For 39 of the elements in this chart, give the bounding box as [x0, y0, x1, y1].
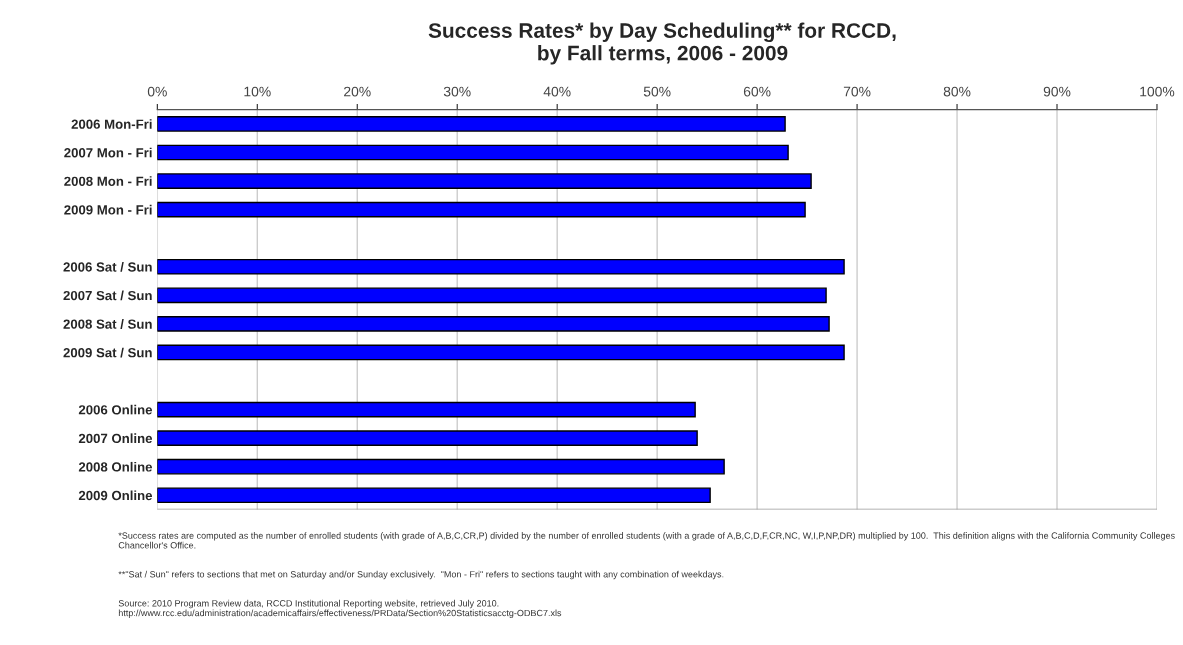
bar: [157, 487, 711, 504]
bar: [157, 316, 830, 332]
y-tick-label: 2006 Sat / Sun: [63, 261, 152, 272]
y-tick-label: 2007 Online: [78, 433, 153, 444]
y-tick-label: 2007 Sat / Sun: [63, 290, 152, 301]
bar: [157, 401, 696, 418]
x-tick-label: 20%: [344, 86, 371, 97]
y-tick-label: 2006 Mon-Fri: [71, 119, 152, 129]
bar: [157, 287, 827, 304]
x-tick-label: 80%: [943, 86, 971, 97]
y-tick-label: 2006 Online: [78, 404, 153, 415]
x-tick-label: 70%: [843, 86, 871, 97]
x-tick-label: 50%: [643, 86, 671, 97]
source-note: Source: 2010 Program Review data, RCCD Institutional Reporting website, retrieved July 2010. http://www.rcc.edu/administration/academicaffairs/effectiveness/PRData/Section%20Statisticsacctg-ODBC7.xls: [118, 599, 562, 618]
bar: [157, 116, 786, 132]
x-tick-label: 40%: [543, 86, 571, 97]
bar: [157, 201, 806, 218]
text: **"Sat / Sun" refers to sections that met on Saturday and/or Sunday exclusively. "Mon - Fri" refers to sections taught with any combination of weekdays.: [118, 570, 724, 580]
bar: [157, 458, 725, 475]
chart-title: Success Rates* by Day Scheduling** for RCCD, by Fall terms, 2006 - 2009: [428, 22, 896, 65]
x-tick-label: 90%: [1043, 86, 1071, 97]
x-tick-label: 30%: [443, 86, 471, 97]
bar: [157, 344, 845, 361]
y-tick-label: 2009 Online: [78, 490, 153, 501]
y-tick-label: 2009 Sat / Sun: [63, 347, 152, 358]
bar: [157, 430, 698, 446]
x-tick-label: 0%: [147, 86, 167, 97]
bar: [157, 173, 812, 189]
y-tick-label: 2008 Sat / Sun: [63, 319, 152, 329]
x-tick-label: 100%: [1140, 86, 1175, 97]
bar: [157, 144, 789, 161]
y-tick-label: 2008 Online: [78, 461, 153, 472]
y-tick-label: 2009 Mon - Fri: [64, 204, 152, 215]
x-tick-label: 10%: [244, 86, 271, 97]
x-tick-label: 60%: [743, 86, 771, 97]
text: *Success rates are computed as the number of enrolled students (with grade of A,B,C,CR,P) divided by the number of enrolled students (with a grade of A,B,C,D,F,CR,NC, W,I,P,NP,DR) multiplied by 100. This definition aligns with the California Community Colleges Chancellor's Office.: [118, 532, 1175, 549]
y-tick-label: 2008 Mon - Fri: [64, 176, 152, 186]
y-tick-label: 2007 Mon - Fri: [64, 147, 152, 158]
bar: [157, 258, 845, 275]
